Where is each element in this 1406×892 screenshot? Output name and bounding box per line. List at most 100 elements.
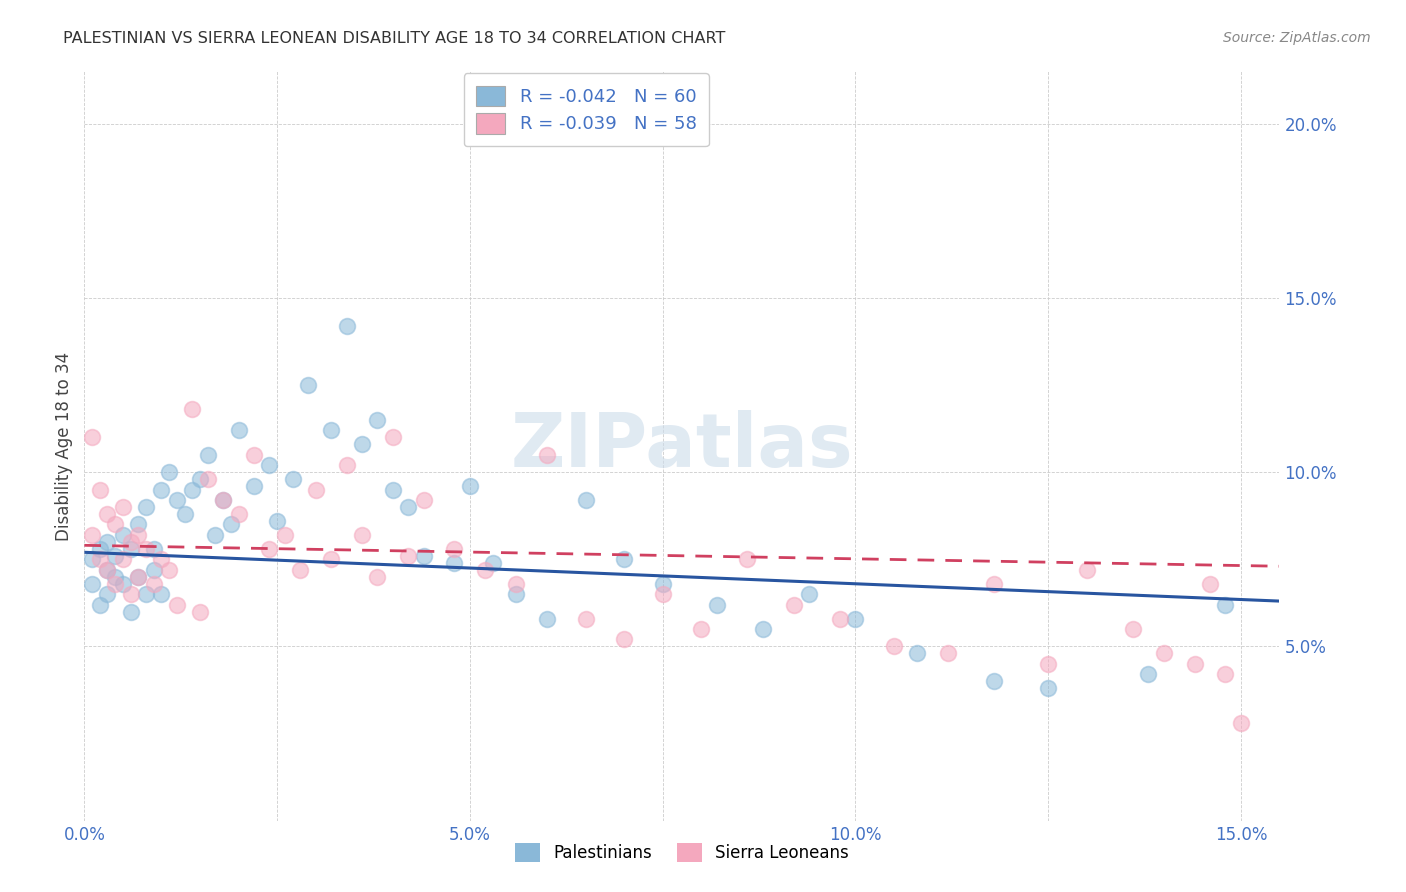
Point xyxy=(783,598,806,612)
Point xyxy=(219,517,242,532)
Point xyxy=(96,507,118,521)
Point xyxy=(80,430,103,444)
Point xyxy=(188,472,211,486)
Point xyxy=(173,507,195,521)
Point xyxy=(443,541,465,556)
Point xyxy=(297,378,319,392)
Point xyxy=(181,483,204,497)
Point xyxy=(381,483,404,497)
Point xyxy=(458,479,481,493)
Point xyxy=(111,528,134,542)
Point xyxy=(166,493,188,508)
Point xyxy=(120,541,142,556)
Point xyxy=(89,541,111,556)
Point xyxy=(366,413,388,427)
Point xyxy=(135,587,157,601)
Point xyxy=(204,528,226,542)
Point xyxy=(412,549,434,563)
Point xyxy=(243,448,266,462)
Point xyxy=(1036,657,1059,671)
Point xyxy=(150,587,173,601)
Text: PALESTINIAN VS SIERRA LEONEAN DISABILITY AGE 18 TO 34 CORRELATION CHART: PALESTINIAN VS SIERRA LEONEAN DISABILITY… xyxy=(63,31,725,46)
Point xyxy=(574,493,596,508)
Point xyxy=(274,528,297,542)
Point xyxy=(350,437,373,451)
Point xyxy=(396,549,419,563)
Point xyxy=(228,507,250,521)
Point xyxy=(181,402,204,417)
Point xyxy=(111,576,134,591)
Point xyxy=(737,552,759,566)
Point xyxy=(443,556,465,570)
Point xyxy=(366,570,388,584)
Point xyxy=(613,552,636,566)
Point xyxy=(828,611,851,625)
Point xyxy=(111,500,134,514)
Point xyxy=(574,611,596,625)
Point xyxy=(396,500,419,514)
Point xyxy=(157,563,180,577)
Point xyxy=(228,423,250,437)
Point xyxy=(1036,681,1059,696)
Point xyxy=(319,552,342,566)
Point xyxy=(80,576,103,591)
Point xyxy=(905,646,928,660)
Point xyxy=(142,563,165,577)
Point xyxy=(1137,667,1160,681)
Point xyxy=(89,598,111,612)
Point xyxy=(127,517,149,532)
Text: ZIPatlas: ZIPatlas xyxy=(510,409,853,483)
Point xyxy=(412,493,434,508)
Point xyxy=(883,640,905,654)
Point xyxy=(89,552,111,566)
Point xyxy=(350,528,373,542)
Point xyxy=(1215,598,1237,612)
Point xyxy=(536,448,558,462)
Point xyxy=(474,563,496,577)
Point xyxy=(104,576,127,591)
Point xyxy=(335,318,357,333)
Point xyxy=(166,598,188,612)
Point xyxy=(150,483,173,497)
Point xyxy=(381,430,404,444)
Point xyxy=(127,528,149,542)
Point xyxy=(983,576,1005,591)
Point xyxy=(259,458,281,472)
Point xyxy=(120,605,142,619)
Point xyxy=(111,552,134,566)
Point xyxy=(96,563,118,577)
Point xyxy=(188,605,211,619)
Point xyxy=(142,541,165,556)
Point xyxy=(120,534,142,549)
Point xyxy=(319,423,342,437)
Point xyxy=(259,541,281,556)
Point xyxy=(706,598,728,612)
Point xyxy=(243,479,266,493)
Point xyxy=(844,611,866,625)
Point xyxy=(752,622,775,636)
Point xyxy=(1153,646,1175,660)
Point xyxy=(797,587,820,601)
Point xyxy=(212,493,235,508)
Point xyxy=(96,534,118,549)
Point xyxy=(120,587,142,601)
Point xyxy=(197,472,219,486)
Point xyxy=(127,570,149,584)
Point xyxy=(1199,576,1222,591)
Point xyxy=(1230,716,1253,731)
Point xyxy=(983,674,1005,689)
Point xyxy=(157,465,180,479)
Point xyxy=(536,611,558,625)
Point xyxy=(482,556,505,570)
Point xyxy=(80,552,103,566)
Point xyxy=(266,514,288,528)
Point xyxy=(1215,667,1237,681)
Point xyxy=(505,576,527,591)
Point xyxy=(335,458,357,472)
Point xyxy=(127,570,149,584)
Y-axis label: Disability Age 18 to 34: Disability Age 18 to 34 xyxy=(55,351,73,541)
Point xyxy=(651,587,673,601)
Point xyxy=(305,483,328,497)
Point xyxy=(690,622,713,636)
Point xyxy=(936,646,959,660)
